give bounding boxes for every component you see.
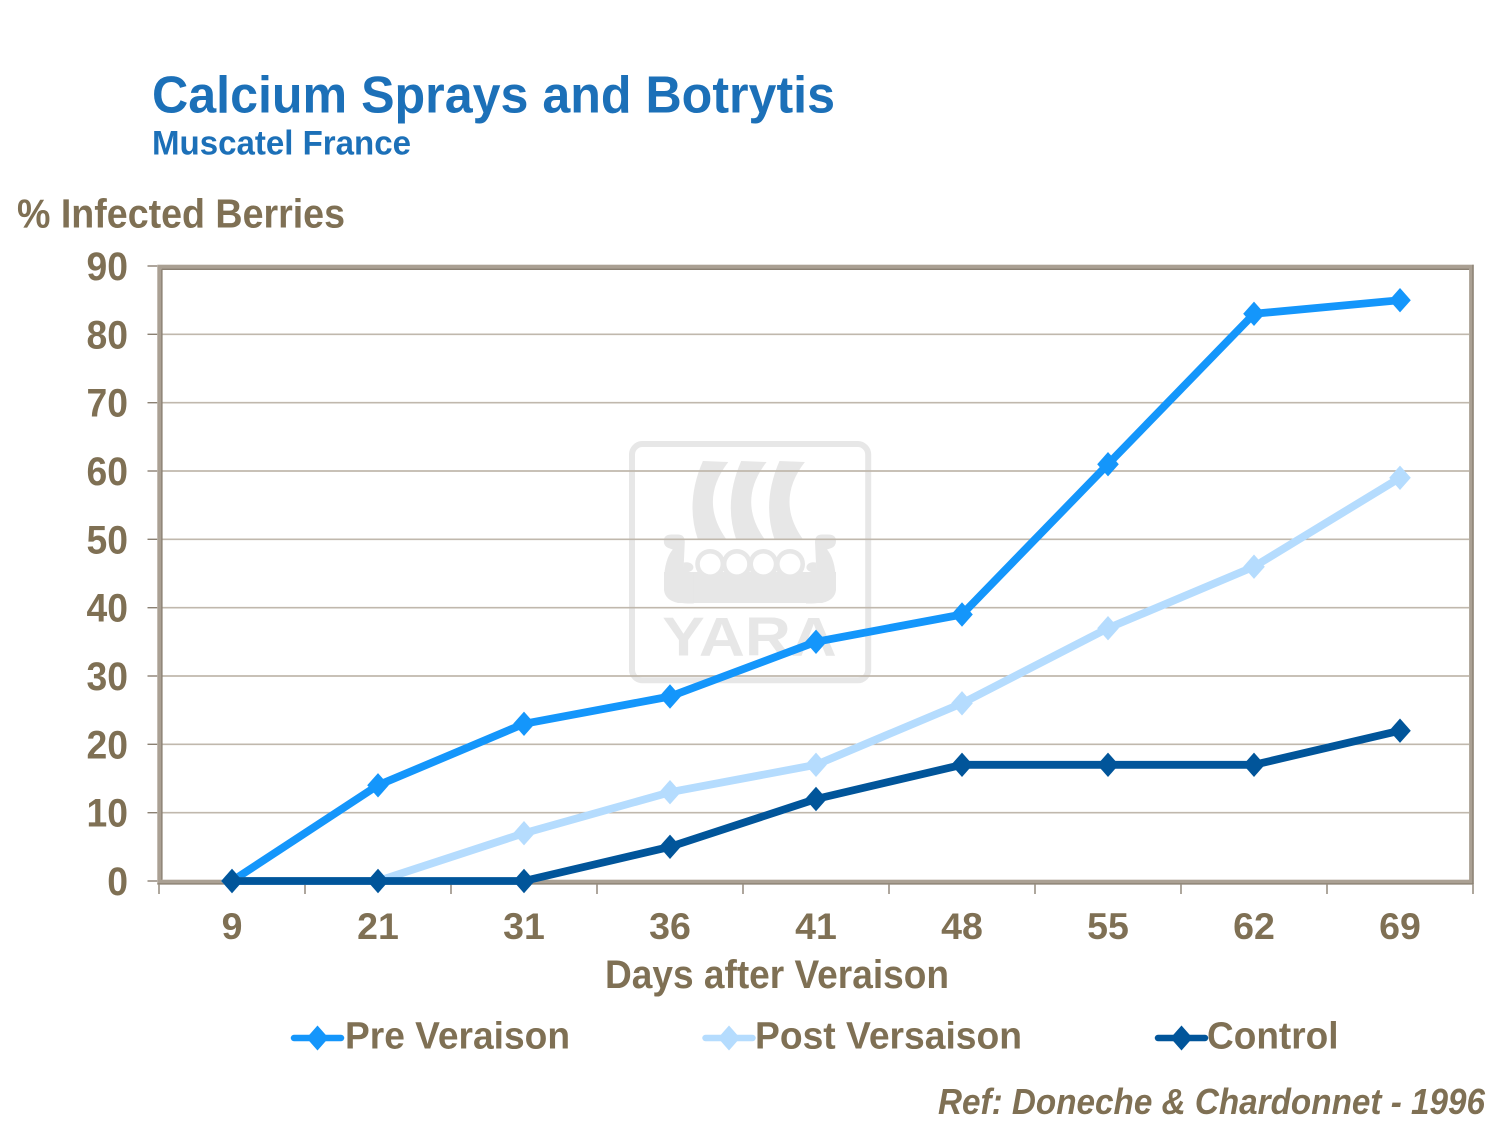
svg-text:10: 10 xyxy=(87,792,129,836)
svg-text:48: 48 xyxy=(941,905,983,947)
svg-text:70: 70 xyxy=(87,382,129,426)
svg-text:50: 50 xyxy=(87,518,129,562)
svg-text:55: 55 xyxy=(1087,905,1129,947)
svg-text:Muscatel France: Muscatel France xyxy=(152,125,411,163)
svg-text:9: 9 xyxy=(222,905,243,947)
svg-text:41: 41 xyxy=(795,905,837,947)
svg-text:Days after Veraison: Days after Veraison xyxy=(605,953,949,997)
svg-text:Ref: Doneche & Chardonnet - 19: Ref: Doneche & Chardonnet - 1996 xyxy=(938,1081,1486,1122)
svg-text:21: 21 xyxy=(357,905,399,947)
svg-text:Post Versaison: Post Versaison xyxy=(755,1016,1022,1058)
svg-text:62: 62 xyxy=(1233,905,1275,947)
svg-text:80: 80 xyxy=(87,313,129,357)
svg-text:69: 69 xyxy=(1379,905,1421,947)
svg-text:Control: Control xyxy=(1207,1016,1339,1058)
svg-text:Calcium Sprays and Botrytis: Calcium Sprays and Botrytis xyxy=(152,67,835,125)
svg-text:30: 30 xyxy=(87,655,129,699)
svg-text:60: 60 xyxy=(87,450,129,494)
svg-text:90: 90 xyxy=(87,245,129,289)
svg-text:20: 20 xyxy=(87,723,129,767)
svg-text:% Infected Berries: % Infected Berries xyxy=(17,191,345,237)
svg-text:Pre Veraison: Pre Veraison xyxy=(345,1016,570,1058)
svg-text:31: 31 xyxy=(503,905,545,947)
svg-text:YARA: YARA xyxy=(662,606,837,668)
svg-text:0: 0 xyxy=(107,860,128,904)
svg-text:40: 40 xyxy=(87,587,129,631)
svg-text:36: 36 xyxy=(649,905,691,947)
